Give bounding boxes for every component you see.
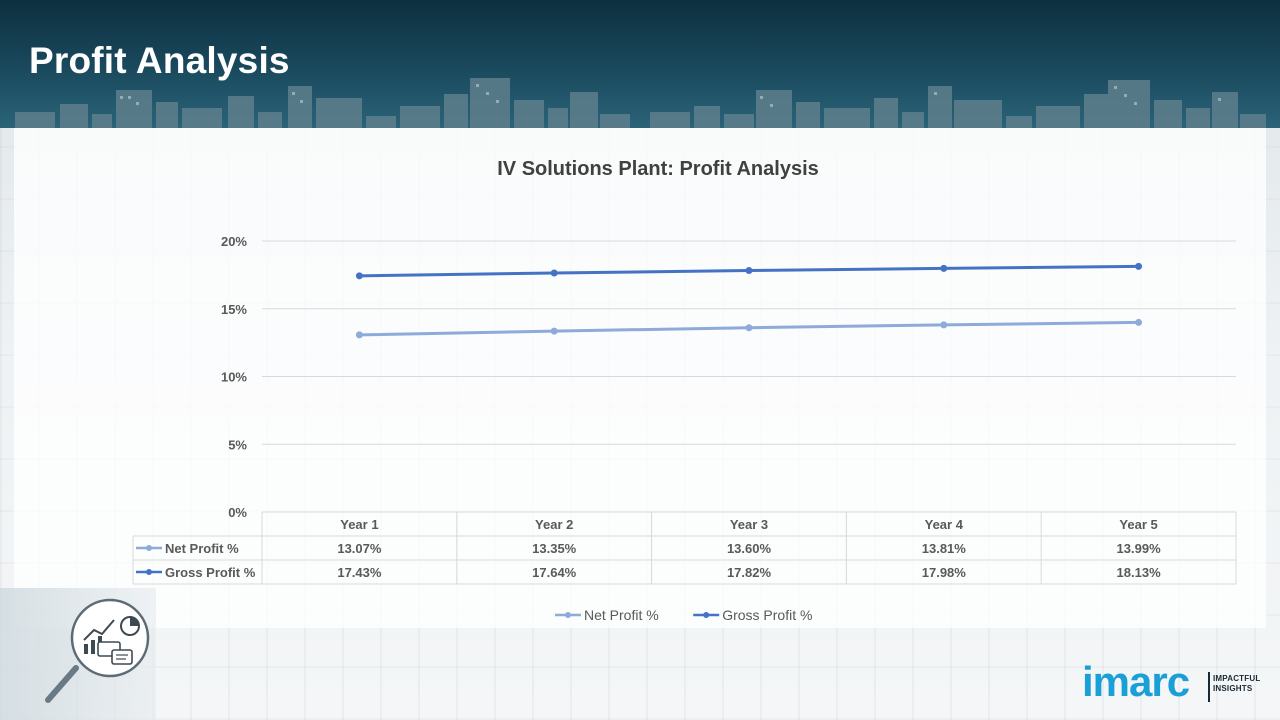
table-cell-value: 13.81% (922, 541, 967, 556)
y-tick-label: 5% (228, 437, 247, 452)
table-cell-value: 13.35% (532, 541, 577, 556)
table-cell-value: 17.43% (337, 565, 382, 580)
x-category-label: Year 5 (1119, 517, 1157, 532)
data-point (550, 327, 558, 335)
table-legend-marker (146, 569, 152, 575)
data-point (745, 324, 753, 332)
x-category-label: Year 2 (535, 517, 573, 532)
table-cell-value: 17.82% (727, 565, 772, 580)
y-tick-label: 20% (221, 234, 247, 249)
table-cell-value: 13.60% (727, 541, 772, 556)
y-tick-label: 10% (221, 370, 247, 385)
logo-tagline: IMPACTFUL INSIGHTS (1213, 674, 1261, 693)
legend-label: Net Profit % (584, 607, 659, 623)
table-cell-value: 13.99% (1117, 541, 1162, 556)
page-title: Profit Analysis (29, 40, 290, 81)
y-tick-label: 0% (228, 505, 247, 520)
chart-panel (14, 128, 1266, 628)
x-category-label: Year 1 (340, 517, 378, 532)
legend-marker (703, 612, 710, 618)
city-skyline-graphic (15, 78, 1266, 128)
header-banner: Profit Analysis (0, 0, 1280, 128)
y-tick-label: 15% (221, 302, 247, 317)
data-point (940, 321, 948, 329)
table-series-name: Net Profit % (165, 541, 239, 556)
table-cell-value: 13.07% (337, 541, 382, 556)
legend-label: Gross Profit % (722, 607, 812, 623)
analysis-magnifier-icon (45, 598, 150, 703)
data-point (1135, 262, 1143, 270)
x-category-label: Year 3 (730, 517, 768, 532)
logo-divider (1208, 672, 1210, 702)
table-cell-value: 18.13% (1117, 565, 1162, 580)
table-legend-marker (146, 545, 152, 551)
data-point (1135, 318, 1143, 326)
table-cell-value: 17.64% (532, 565, 577, 580)
x-category-label: Year 4 (925, 517, 964, 532)
data-point (745, 267, 753, 275)
chart-title: IV Solutions Plant: Profit Analysis (497, 158, 819, 180)
data-point (550, 269, 558, 277)
table-series-name: Gross Profit % (165, 565, 256, 580)
table-cell-value: 17.98% (922, 565, 967, 580)
data-point (355, 272, 363, 280)
legend-marker (565, 612, 571, 618)
imarc-logo: imarc IMPACTFUL INSIGHTS (1082, 658, 1262, 708)
data-point (940, 264, 948, 272)
data-point (355, 331, 363, 339)
logo-text: imarc (1082, 658, 1190, 705)
